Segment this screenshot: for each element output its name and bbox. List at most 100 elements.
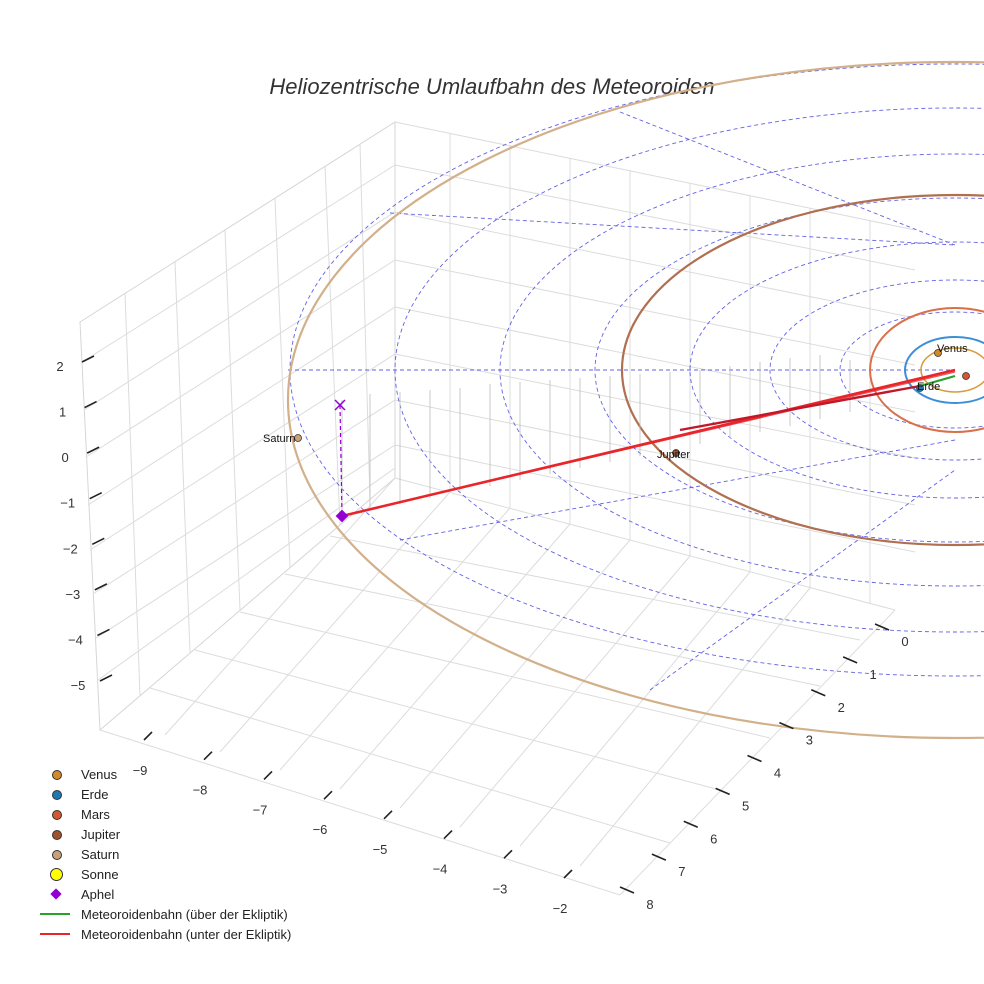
- y-tick-label: 4: [774, 766, 781, 781]
- orbit-saturn: [287, 61, 984, 739]
- legend-symbol: [40, 784, 74, 804]
- y-tick-mark: [779, 721, 794, 730]
- z-tick-mark: [86, 446, 100, 454]
- y-tick-label: 6: [710, 831, 717, 846]
- legend-item: Sonne: [40, 864, 291, 884]
- legend-label: Mars: [81, 806, 110, 822]
- z-tick-label: 0: [62, 450, 69, 465]
- z-tick-mark: [89, 491, 103, 500]
- legend-symbol: [40, 764, 74, 784]
- legend: Venus Erde Mars Jupiter Saturn Sonne Aphel Mete…: [40, 764, 291, 944]
- x-tick-label: −4: [433, 862, 448, 877]
- y-tick-label: 5: [742, 798, 749, 813]
- legend-item: Meteoroidenbahn (unter der Ekliptik): [40, 924, 291, 944]
- y-tick-label: 1: [870, 667, 877, 682]
- chart-title: Heliozentrische Umlaufbahn des Meteoroid…: [269, 74, 715, 99]
- legend-item: Meteoroidenbahn (über der Ekliptik): [40, 904, 291, 924]
- x-tick-mark: [563, 869, 573, 879]
- planet-marker-saturn: [294, 434, 302, 442]
- y-tick-mark: [810, 689, 826, 697]
- drop-lines: [341, 355, 851, 516]
- y-tick-label: 0: [901, 634, 908, 649]
- z-tick-label: −2: [63, 541, 78, 556]
- legend-label: Erde: [81, 786, 109, 802]
- legend-item: Mars: [40, 804, 291, 824]
- legend-symbol: [40, 844, 74, 864]
- z-tick-label: −5: [71, 678, 86, 693]
- y-tick-mark: [619, 886, 635, 894]
- planet-label-jupiter: Jupiter: [657, 449, 690, 461]
- z-tick-mark: [91, 537, 105, 546]
- aphel-projection-line: [339, 404, 343, 517]
- y-tick-mark: [651, 853, 667, 861]
- x-tick-mark: [143, 731, 153, 741]
- legend-symbol: [40, 864, 74, 884]
- orbit-jupiter: [621, 193, 984, 547]
- legend-label: Venus: [81, 766, 118, 782]
- y-tick-mark: [683, 820, 699, 828]
- meteoroid-path-below-3: [679, 384, 921, 432]
- x-tick-mark: [263, 770, 273, 780]
- legend-item: Jupiter: [40, 824, 291, 844]
- orbit-mars: [869, 307, 984, 433]
- planet-label-saturn: Saturn: [263, 433, 295, 445]
- legend-symbol: [40, 824, 74, 844]
- legend-item: Aphel: [40, 884, 291, 904]
- legend-label: Aphel: [81, 886, 115, 902]
- x-tick-label: −9: [133, 763, 148, 778]
- x-axis: −9 −8 −7 −6 −5 −4 −3 −2: [133, 731, 573, 916]
- planet-marker-venus: [934, 349, 942, 357]
- y-tick-mark: [842, 656, 858, 664]
- legend-item: Erde: [40, 784, 291, 804]
- planet-marker-erde: [916, 384, 924, 392]
- orbit-venus: [920, 347, 984, 393]
- y-tick-label: 7: [678, 864, 685, 879]
- legend-symbol: [40, 884, 74, 904]
- meteoroid-path-below-2: [341, 371, 956, 517]
- z-tick-mark: [81, 355, 95, 363]
- y-tick-mark: [874, 623, 890, 631]
- planet-label-venus: Venus: [937, 343, 968, 355]
- x-tick-label: −6: [313, 822, 328, 837]
- legend-symbol: [40, 904, 74, 924]
- planet-label-erde: Erde: [917, 381, 940, 393]
- x-tick-label: −5: [373, 842, 388, 857]
- legend-item: Venus: [40, 764, 291, 784]
- x-tick-label: −7: [253, 802, 268, 817]
- planet-marker-jupiter: [672, 449, 680, 457]
- legend-label: Saturn: [81, 846, 120, 862]
- orbit-erde: [904, 336, 984, 404]
- meteoroid-path-above: [919, 374, 956, 388]
- x-tick-label: −8: [193, 783, 208, 798]
- z-tick-label: −1: [60, 496, 75, 511]
- y-tick-mark: [715, 787, 730, 796]
- grid-back-wall: [79, 121, 396, 732]
- y-axis: 0 1 2 3 4 5 6 7 8: [619, 623, 909, 912]
- grid-side-wall: [394, 121, 916, 611]
- y-tick-mark: [747, 754, 762, 763]
- x-tick-label: −2: [553, 901, 568, 916]
- legend-label: Meteoroidenbahn (über der Ekliptik): [81, 906, 288, 922]
- x-tick-mark: [443, 830, 453, 840]
- legend-label: Jupiter: [81, 826, 121, 842]
- z-tick-mark: [84, 400, 97, 409]
- aphel-projection-marker: [334, 399, 346, 411]
- x-tick-mark: [383, 810, 393, 820]
- y-tick-label: 2: [838, 700, 845, 715]
- grid-floor: [99, 477, 896, 896]
- z-tick-label: −3: [65, 587, 80, 602]
- y-tick-label: 3: [806, 733, 813, 748]
- z-tick-label: 1: [59, 405, 66, 420]
- planet-marker-mars: [962, 372, 970, 380]
- z-axis: 2 1 0 −1 −2 −3 −4 −5: [56, 355, 113, 693]
- x-tick-label: −3: [493, 881, 508, 896]
- x-tick-mark: [503, 849, 513, 859]
- legend-symbol: [40, 924, 74, 944]
- x-tick-mark: [323, 790, 333, 800]
- legend-item: Saturn: [40, 844, 291, 864]
- y-tick-label: 8: [646, 897, 653, 912]
- z-tick-mark: [99, 674, 113, 682]
- z-tick-label: −4: [68, 632, 83, 647]
- meteoroid-path: [339, 368, 956, 518]
